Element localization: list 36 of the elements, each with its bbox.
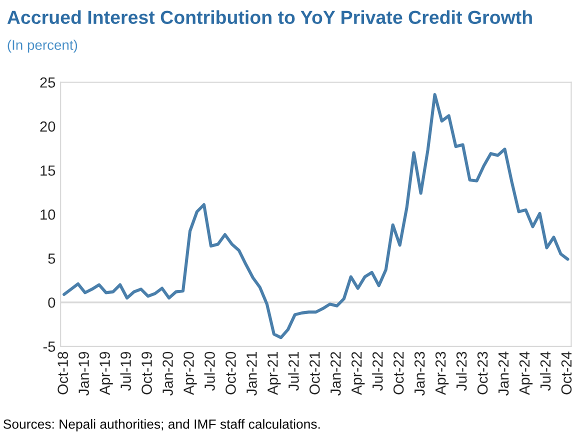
chart-subtitle: (In percent) (8, 40, 78, 53)
x-tick-label: Apr-21 (268, 352, 281, 395)
x-tick-label: Apr-22 (351, 352, 365, 395)
x-tick-label: Oct-22 (393, 352, 404, 394)
x-tick-label: Jan-23 (414, 352, 425, 396)
y-tick-label: 0 (48, 297, 56, 308)
x-tick-label: Oct-18 (58, 352, 68, 394)
x-tick-label: Apr-24 (519, 352, 533, 395)
x-tick-label: Jul-19 (120, 352, 131, 391)
x-tick-label: Jul-22 (372, 352, 383, 391)
x-tick-label: Oct-24 (561, 352, 572, 394)
y-tick-label: -5 (43, 342, 56, 352)
y-tick-label: 15 (40, 166, 56, 176)
chart-title: Accrued Interest Contribution to YoY Private Credit Growth (7, 10, 532, 24)
x-tick-label: Jan-24 (498, 352, 509, 396)
x-tick-label: Oct-20 (226, 352, 236, 394)
x-tick-label: Apr-19 (100, 352, 113, 395)
x-tick-label: Jul-20 (204, 352, 215, 391)
x-tick-label: Jan-19 (78, 352, 89, 396)
source-note: Sources: Nepali authorities; and IMF staff calculations. (3, 419, 320, 432)
x-tick-label: Jul-21 (288, 352, 299, 391)
x-tick-label: Oct-23 (477, 352, 488, 394)
y-tick-label: 10 (40, 209, 56, 220)
x-tick-label: Jul-24 (540, 352, 551, 391)
x-tick-label: Jan-21 (246, 352, 257, 396)
x-tick-label: Jan-22 (330, 352, 341, 396)
x-tick-label: Oct-21 (309, 352, 320, 394)
x-tick-label: Oct-19 (142, 352, 152, 394)
x-tick-label: Apr-23 (435, 352, 449, 395)
y-tick-label: 20 (40, 121, 56, 132)
y-tick-label: 5 (48, 254, 56, 264)
x-tick-label: Jan-20 (162, 352, 173, 396)
y-tick-label: 25 (40, 77, 56, 88)
x-tick-label: Apr-20 (184, 352, 197, 395)
x-tick-label: Jul-23 (456, 352, 467, 391)
line-series (62, 93, 570, 340)
